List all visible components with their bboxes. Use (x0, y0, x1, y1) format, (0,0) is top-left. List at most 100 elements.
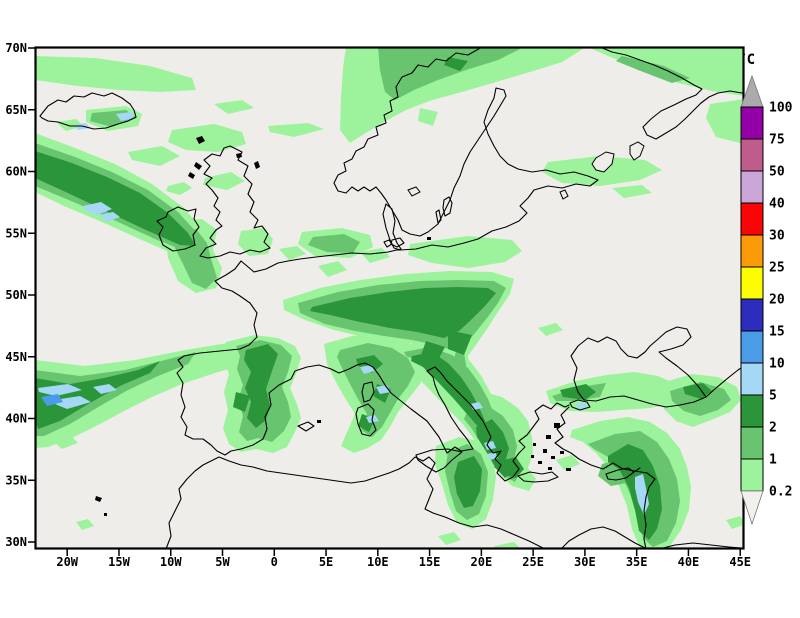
ireland-coast (156, 206, 200, 252)
lat-tick-label-70N: 70N (5, 41, 27, 55)
oland-coast (435, 209, 442, 224)
map-graphic (418, 108, 438, 126)
lon-tick-label-25E: 25E (522, 555, 544, 569)
funen-coast (383, 239, 393, 248)
lon-tick-label-45E: 45E (729, 555, 751, 569)
map-graphic (279, 246, 306, 260)
map-graphic (706, 99, 744, 144)
map-graphic (554, 423, 560, 428)
lat-tick-label-45N: 45N (5, 350, 27, 364)
map-graphic (203, 172, 245, 190)
map-graphic (408, 236, 522, 268)
legend-value-40: 40 (769, 197, 785, 212)
map-graphic (236, 153, 242, 158)
map-graphic (254, 161, 260, 169)
legend-swatch-6 (740, 298, 764, 332)
lake-ladoga (591, 151, 615, 173)
legend-colorbar: 100 75 50 40 30 25 20 15 10 5 2 1 0.2 (740, 74, 793, 526)
anatolia-levant-coast (554, 406, 656, 549)
map-graphic (531, 455, 534, 458)
latitude-axis: 70N 65N 60N 55N 50N 45N 40N 35N 30N (5, 41, 35, 549)
africa-west-coast (165, 456, 546, 549)
precipitation-rate-10-15-layer (41, 394, 63, 406)
map-graphic (546, 372, 684, 412)
map-graphic (194, 162, 202, 170)
sardinia-coast (355, 403, 377, 437)
map-graphic (533, 443, 536, 446)
legend-swatch-7 (740, 330, 764, 364)
map-graphic (566, 468, 571, 471)
map-graphic (104, 513, 107, 516)
map-graphic (35, 151, 196, 246)
legend-value-2: 2 (769, 421, 777, 436)
lon-tick-label-10W: 10W (160, 555, 182, 569)
legend-value-30: 30 (769, 229, 785, 244)
map-graphic (52, 435, 78, 449)
lon-tick-label-5E: 5E (319, 555, 333, 569)
white-sea-kola-coast (599, 47, 744, 140)
legend-value-25: 25 (769, 261, 785, 276)
legend-swatch-4 (740, 234, 764, 268)
map-graphic (93, 384, 117, 394)
map-graphic (35, 361, 160, 429)
map-graphic (543, 449, 547, 453)
lon-tick-label-20W: 20W (56, 555, 78, 569)
map-graphic (76, 519, 94, 530)
marmara-sea (569, 399, 591, 411)
legend-swatch-10 (740, 426, 764, 460)
map-graphic (310, 287, 496, 338)
map-graphic (244, 344, 278, 428)
lon-tick-label-20E: 20E (471, 555, 493, 569)
lon-tick-label-35E: 35E (626, 555, 648, 569)
map-graphic (318, 261, 347, 277)
map-graphic (616, 56, 690, 83)
map-graphic (54, 396, 91, 409)
iceland-coast (39, 92, 137, 130)
map-graphic (538, 323, 563, 336)
map-graphic (726, 516, 744, 529)
map-graphic (35, 352, 196, 436)
map-graphic (448, 330, 472, 355)
map-graphic (214, 100, 254, 114)
lon-tick-label-10E: 10E (367, 555, 389, 569)
lake-onega (629, 141, 645, 161)
map-graphic (635, 474, 649, 515)
map-graphic (128, 146, 180, 166)
map-graphic (494, 542, 521, 549)
legend-value-15: 15 (769, 325, 785, 340)
map-graphic (556, 455, 580, 470)
lakes-layer (407, 141, 645, 200)
legend-swatch-8 (740, 362, 764, 396)
map-graphic (83, 202, 112, 215)
map-graphic (35, 56, 196, 92)
map-graphic (560, 451, 564, 454)
legend-value-100: 100 (769, 101, 793, 116)
map-graphic (56, 119, 84, 131)
map-graphic (438, 532, 461, 545)
legend-swatch-1 (740, 138, 764, 172)
legend-underflow-arrow (740, 490, 764, 526)
map-graphic (308, 234, 360, 253)
map-graphic (427, 237, 431, 240)
map-graphic (444, 57, 468, 71)
caucasus-coast (705, 365, 744, 398)
map-graphic (166, 182, 192, 195)
map-graphic (196, 136, 205, 144)
cyprus-coast (605, 467, 641, 481)
map-graphic (360, 248, 390, 263)
legend-swatch-5 (740, 266, 764, 300)
map-graphic (35, 343, 262, 448)
map-graphic (411, 352, 489, 435)
legend-value-1: 1 (769, 453, 777, 468)
lat-tick-label-60N: 60N (5, 165, 27, 179)
lat-tick-label-65N: 65N (5, 103, 27, 117)
map-graphic (454, 456, 482, 508)
map-graphic (356, 355, 383, 373)
map-graphic (99, 212, 120, 222)
lat-tick-label-30N: 30N (5, 535, 27, 549)
map-graphic (548, 467, 552, 470)
legend-swatch-11 (740, 458, 764, 492)
lon-tick-label-15E: 15E (419, 555, 441, 569)
crete-coast (517, 471, 559, 483)
